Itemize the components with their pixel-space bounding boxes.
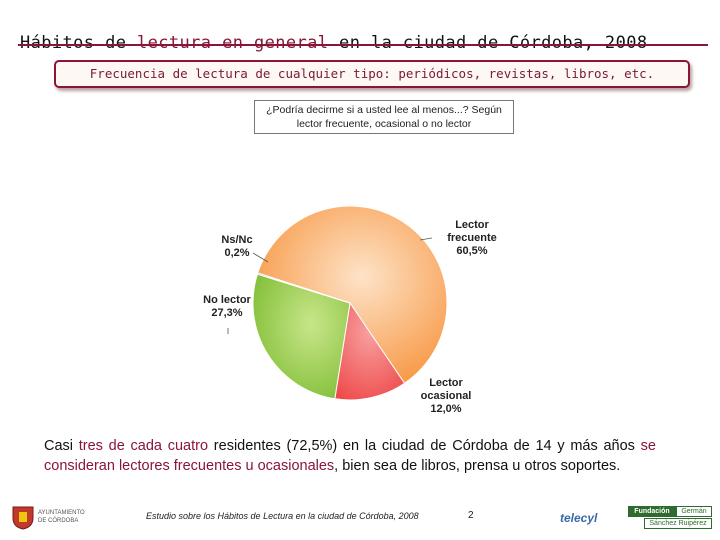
footer-study: Estudio sobre los Hábitos de Lectura en … — [146, 511, 419, 521]
chart-subtitle: Frecuencia de lectura de cualquier tipo:… — [54, 60, 690, 88]
summary-paragraph: Casi tres de cada cuatro residentes (72,… — [44, 436, 656, 476]
slice-label-lector-frecuente: Lector frecuente 60,5% — [447, 219, 497, 257]
survey-question: ¿Podría decirme si a usted lee al menos.… — [254, 100, 514, 134]
slice-label-ns-nc: Ns/Nc 0,2% — [221, 234, 252, 259]
fund-line-a: Fundación — [628, 506, 676, 517]
fundacion-logo: Fundación Germán Sánchez Ruipérez — [628, 506, 712, 530]
leader-line — [252, 252, 269, 263]
summary-highlight-1: tres de cada cuatro — [78, 438, 209, 454]
summary-highlight-2: se consideran lectores frecuentes u ocas… — [44, 438, 656, 474]
title-text: Hábitos de — [20, 33, 137, 53]
city-shield-icon — [12, 506, 34, 530]
title-text-end: en la ciudad de Córdoba, 2008 — [328, 33, 647, 53]
question-line-2: lector frecuente, ocasional o no lector — [296, 118, 472, 130]
question-line-1: ¿Podría decirme si a usted lee al menos.… — [266, 104, 502, 116]
ayto-line-2: DE CÓRDOBA — [38, 518, 79, 524]
title-divider — [18, 44, 708, 46]
ayto-line-1: AYUNTAMIENTO — [38, 510, 85, 516]
telecyl-logo: telecyl — [560, 511, 598, 525]
slice-label-lector-ocasional: Lector ocasional 12,0% — [421, 377, 472, 415]
fund-line-b: Germán — [676, 506, 712, 517]
summary-text-3: , bien sea de libros, prensa u otros sop… — [334, 458, 621, 474]
title-highlight: lectura en general — [137, 33, 328, 53]
page-title: Hábitos de lectura en general en la ciud… — [20, 33, 647, 53]
ayuntamiento-logo: AYUNTAMIENTO DE CÓRDOBA — [8, 503, 88, 533]
fund-line-c: Sánchez Ruipérez — [644, 518, 712, 529]
pie-slice-lector-frecuente — [257, 205, 448, 384]
summary-text-2: residentes (72,5%) en la ciudad de Córdo… — [208, 438, 641, 454]
pie-slice-ns-nc — [256, 272, 351, 304]
summary-text-1: Casi — [44, 438, 79, 454]
pie-slice-no-lector — [252, 273, 351, 400]
slice-label-no-lector: No lector 27,3% — [203, 294, 251, 319]
page-number: 2 — [468, 510, 474, 521]
pie-slice-lector-ocasional — [334, 301, 406, 401]
leader-line — [419, 237, 433, 241]
